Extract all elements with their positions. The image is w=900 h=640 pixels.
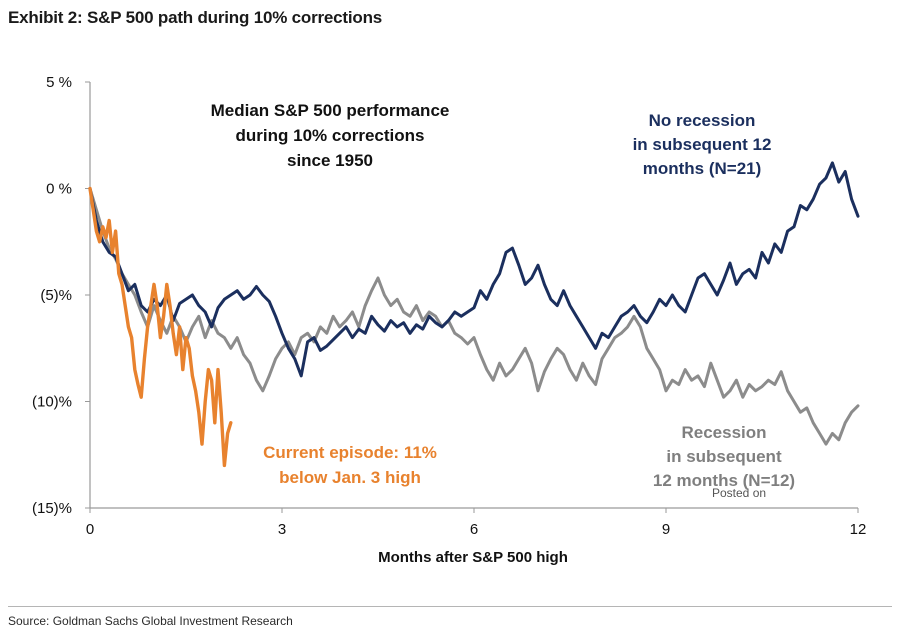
source-divider — [8, 606, 892, 607]
chart-svg: 5 % 0 % (5)% (10)% (15)% 0 3 6 9 12 Median S&P 50… — [32, 74, 866, 566]
annotation-current: Current episode: 11% — [263, 443, 437, 462]
annotation-current: below Jan. 3 high — [279, 468, 421, 487]
series-line-recession — [88, 187, 860, 446]
series-line-current — [88, 186, 233, 468]
y-tick-label: 5 % — [46, 74, 72, 91]
source-note: Source: Goldman Sachs Global Investment … — [8, 614, 293, 628]
chart-axes: 5 % 0 % (5)% (10)% (15)% 0 3 6 9 12 — [32, 74, 866, 538]
y-tick-label: (15)% — [32, 500, 72, 517]
annotation-recession: in subsequent — [666, 447, 782, 466]
x-tick-label: 3 — [278, 521, 286, 538]
x-tick-label: 9 — [662, 521, 670, 538]
annotation-recession: Recession — [681, 423, 766, 442]
y-tick-label: 0 % — [46, 181, 72, 198]
annotation-no-recession: in subsequent 12 — [633, 135, 772, 154]
x-axis-label: Months after S&P 500 high — [378, 549, 568, 566]
y-tick-label: (10)% — [32, 394, 72, 411]
annotation-no-recession: No recession — [649, 111, 756, 130]
annotation-recession: 12 months (N=12) — [653, 471, 795, 490]
x-tick-label: 6 — [470, 521, 478, 538]
watermark-text: Posted on — [712, 486, 766, 500]
exhibit-title: Exhibit 2: S&P 500 path during 10% corre… — [8, 8, 383, 27]
annotation-median: since 1950 — [287, 151, 373, 170]
annotation-no-recession: months (N=21) — [643, 159, 762, 178]
series-layer — [88, 161, 860, 468]
x-tick-label: 0 — [86, 521, 94, 538]
x-tick-label: 12 — [850, 521, 867, 538]
series-line-no-recession — [88, 161, 860, 378]
y-tick-label: (5)% — [40, 287, 72, 304]
annotation-median: Median S&P 500 performance — [211, 101, 450, 120]
annotations-layer: Median S&P 500 performance during 10% cor… — [211, 101, 795, 490]
annotation-median: during 10% corrections — [236, 126, 425, 145]
